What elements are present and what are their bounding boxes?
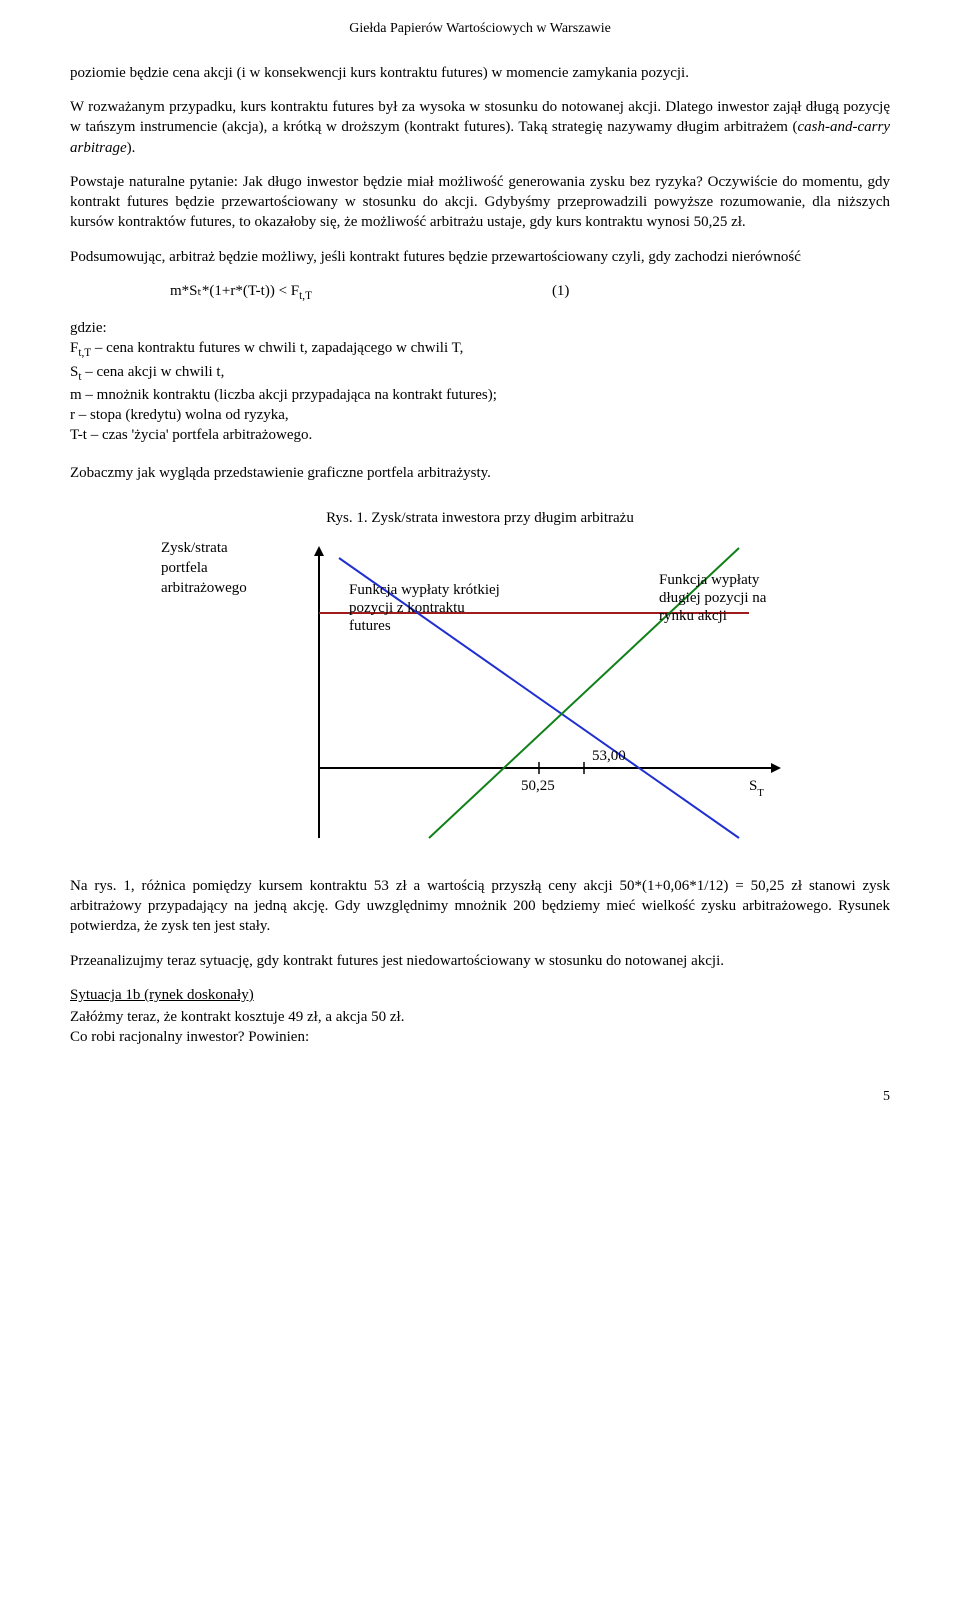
formula-sub: t,T [299,290,312,302]
svg-text:futures: futures [349,618,391,634]
svg-text:długiej pozycji na: długiej pozycji na [659,590,767,606]
def-text: – cena kontraktu futures w chwili t, zap… [91,340,463,356]
def-lead: gdzie: [70,318,890,338]
formula-row: m*Sₜ*(1+r*(T-t)) < Ft,T (1) [170,281,890,304]
def-line: T-t – czas 'życia' portfela arbitrażoweg… [70,425,890,445]
def-line: r – stopa (kredytu) wolna od ryzyka, [70,405,890,425]
paragraph: Podsumowując, arbitraż będzie możliwy, j… [70,247,890,267]
def-line: St – cena akcji w chwili t, [70,362,890,385]
formula-text: m*Sₜ*(1+r*(T-t)) < F [170,283,299,299]
formula: m*Sₜ*(1+r*(T-t)) < Ft,T [170,281,312,304]
sub: t,T [78,347,91,359]
definitions: gdzie: Ft,T – cena kontraktu futures w c… [70,318,890,445]
def-text: – cena akcji w chwili t, [81,364,224,380]
paragraph: Powstaje naturalne pytanie: Jak długo in… [70,172,890,233]
paragraph: Zobaczmy jak wygląda przedstawienie graf… [70,463,890,483]
formula-number: (1) [552,281,570,301]
paragraph: W rozważanym przypadku, kurs kontraktu f… [70,97,890,158]
arbitrage-chart: 53,0050,25STFunkcja wypłaty krótkiejpozy… [279,538,799,848]
chart-block: Zysk/strata portfela arbitrażowego 53,00… [70,538,890,848]
svg-text:rynku akcji: rynku akcji [659,608,727,624]
text: W rozważanym przypadku, kurs kontraktu f… [70,99,890,135]
page-header: Giełda Papierów Wartościowych w Warszawi… [70,20,890,39]
svg-text:50,25: 50,25 [521,778,555,794]
svg-text:Funkcja wypłaty: Funkcja wypłaty [659,572,760,588]
paragraph: Załóżmy teraz, że kontrakt kosztuje 49 z… [70,1007,890,1027]
y-axis-label: Zysk/strata portfela arbitrażowego [161,538,271,599]
paragraph: Przeanalizujmy teraz sytuację, gdy kontr… [70,951,890,971]
paragraph: Co robi racjonalny inwestor? Powinien: [70,1027,890,1047]
def-line: Ft,T – cena kontraktu futures w chwili t… [70,338,890,361]
paragraph: poziomie będzie cena akcji (i w konsekwe… [70,63,890,83]
paragraph: Na rys. 1, różnica pomiędzy kursem kontr… [70,876,890,937]
svg-text:pozycji z kontraktu: pozycji z kontraktu [349,600,465,616]
svg-text:53,00: 53,00 [592,748,626,764]
figure-caption: Rys. 1. Zysk/strata inwestora przy długi… [70,508,890,528]
section-heading: Sytuacja 1b (rynek doskonały) [70,985,890,1005]
section-title: Sytuacja 1b (rynek doskonały) [70,987,254,1003]
def-line: m – mnożnik kontraktu (liczba akcji przy… [70,385,890,405]
text: ). [127,140,136,156]
svg-text:Funkcja wypłaty krótkiej: Funkcja wypłaty krótkiej [349,582,500,598]
page-number: 5 [70,1088,890,1107]
